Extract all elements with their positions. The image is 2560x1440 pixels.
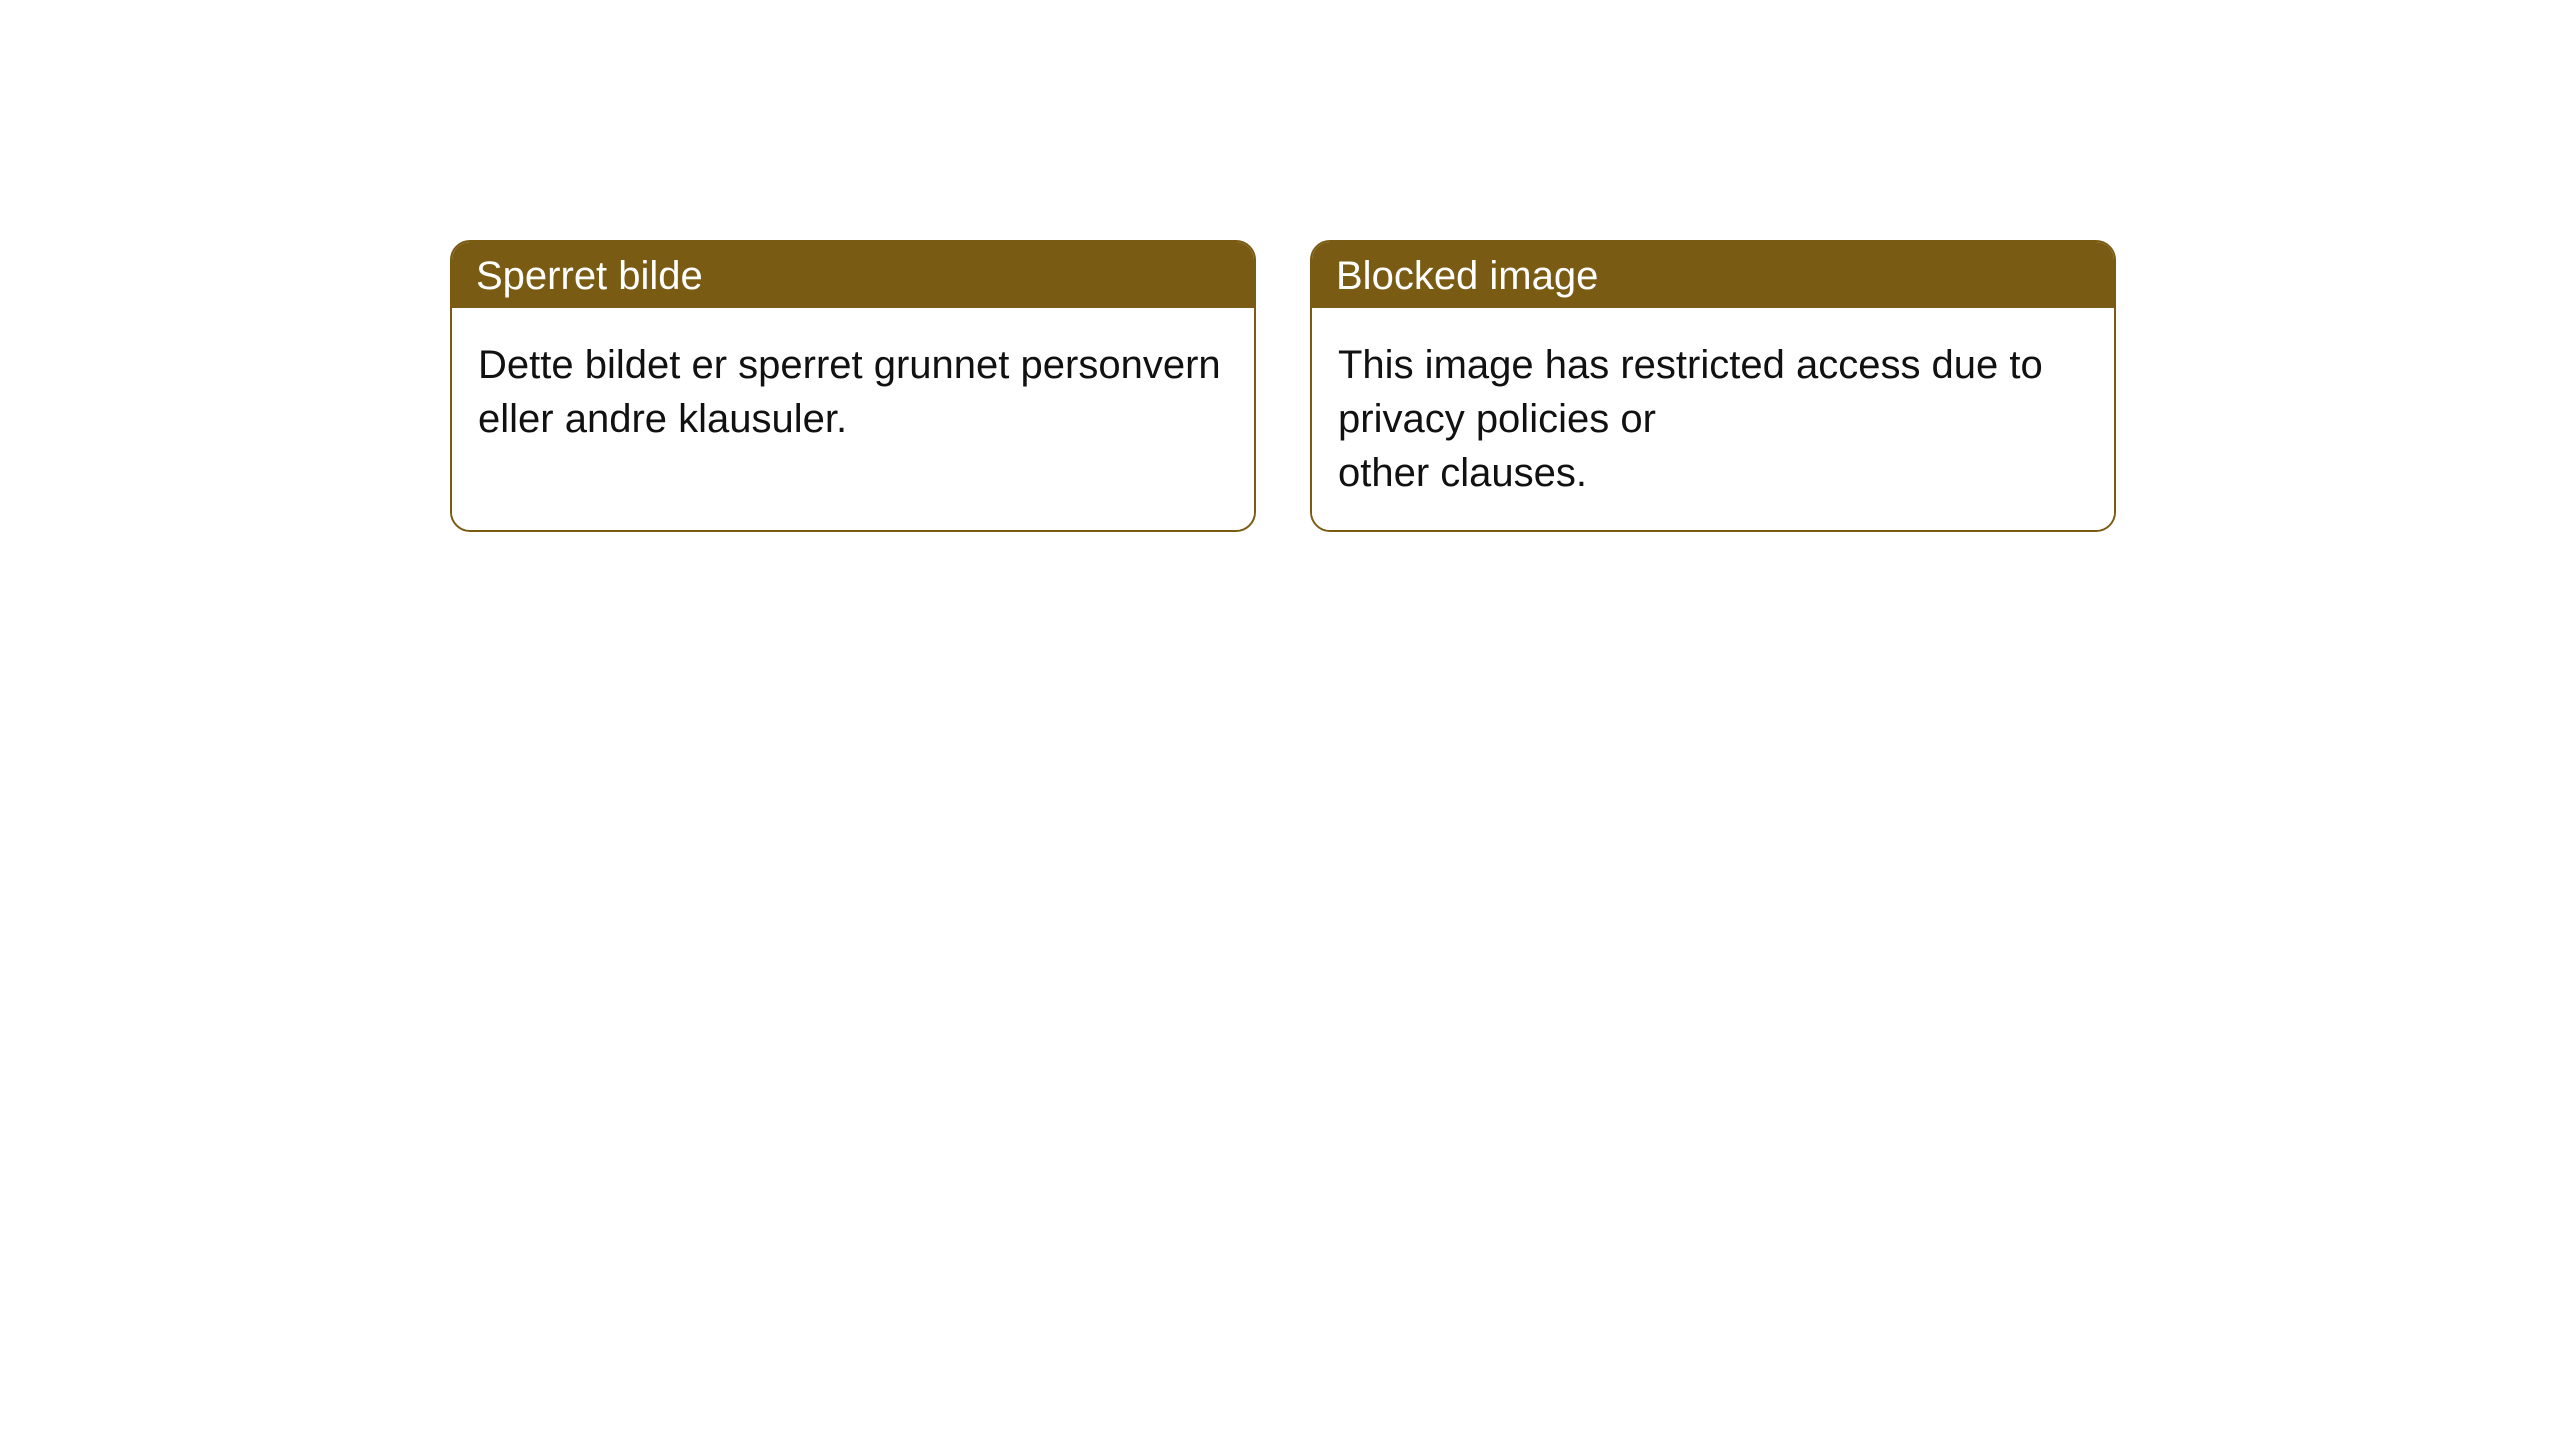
- notice-card-body: Dette bildet er sperret grunnet personve…: [452, 308, 1254, 518]
- notice-card-english: Blocked image This image has restricted …: [1310, 240, 2116, 532]
- notice-card-body: This image has restricted access due to …: [1312, 308, 2114, 530]
- notice-container: Sperret bilde Dette bildet er sperret gr…: [0, 0, 2560, 532]
- notice-card-header: Blocked image: [1312, 242, 2114, 308]
- notice-card-header: Sperret bilde: [452, 242, 1254, 308]
- notice-card-norwegian: Sperret bilde Dette bildet er sperret gr…: [450, 240, 1256, 532]
